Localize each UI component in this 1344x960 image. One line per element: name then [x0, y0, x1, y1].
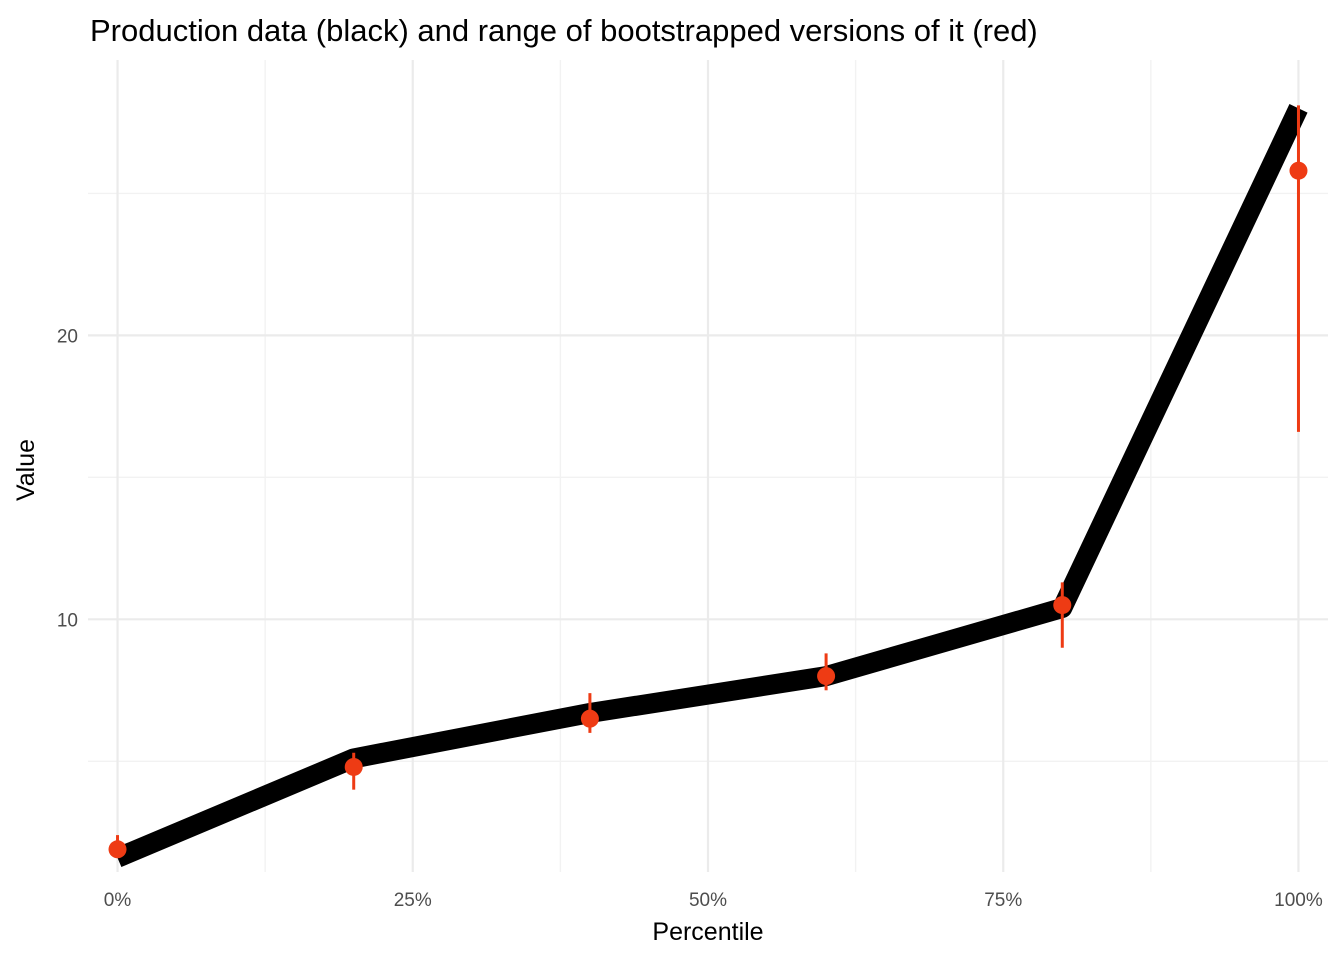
bootstrap-range-group [108, 105, 1308, 859]
y-axis-ticks: 10 20 [57, 326, 78, 631]
y-tick-label: 20 [57, 326, 78, 347]
x-axis-title: Percentile [652, 918, 763, 946]
production-line [113, 104, 1308, 868]
bootstrap-point [344, 757, 363, 776]
bootstrap-point [1289, 161, 1308, 180]
x-tick-label: 50% [689, 890, 727, 911]
chart-title: Production data (black) and range of boo… [90, 13, 1038, 48]
bootstrap-point [108, 840, 127, 859]
y-axis-title: Value [12, 439, 40, 501]
bootstrap-point [580, 709, 599, 728]
grid [88, 60, 1328, 872]
x-tick-label: 25% [394, 890, 432, 911]
bootstrap-point [1053, 596, 1072, 615]
production-line-group [113, 104, 1308, 868]
x-axis-ticks: 0% 25% 50% 75% 100% [104, 890, 1323, 911]
x-tick-label: 100% [1274, 890, 1323, 911]
x-tick-label: 75% [984, 890, 1022, 911]
x-tick-label: 0% [104, 890, 132, 911]
bootstrap-point [817, 667, 836, 686]
y-tick-label: 10 [57, 610, 78, 631]
